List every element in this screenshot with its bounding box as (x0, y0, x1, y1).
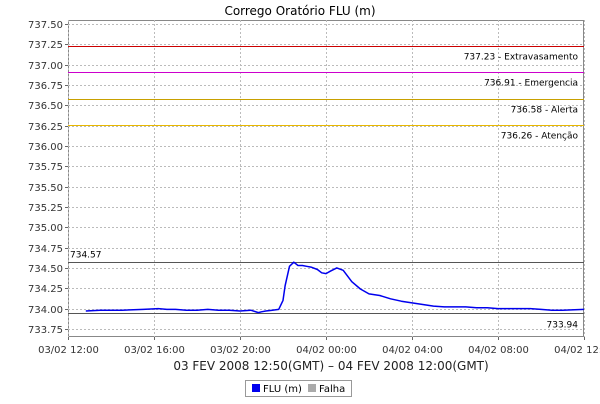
y-tick-label: 735.25 (28, 203, 63, 214)
max-label: 734.57 (70, 251, 102, 261)
legend: FLU (m) Falha (245, 380, 352, 397)
x-tick-label: 03/02 12:00 (38, 345, 99, 356)
x-tick-label: 04/02 08:00 (468, 345, 529, 356)
x-tick-label: 04/02 00:00 (296, 345, 357, 356)
threshold-label: 737.23 - Extravasamento (464, 53, 579, 63)
series-line-flu (85, 261, 585, 314)
y-tick-label: 735.50 (28, 183, 63, 194)
chart-title: Corrego Oratório FLU (m) (224, 4, 375, 18)
y-tick-label: 733.75 (28, 325, 63, 336)
y-tick-label: 734.00 (28, 305, 63, 316)
y-tick-label: 736.50 (28, 101, 63, 112)
series-layer (85, 261, 585, 314)
threshold-label: 736.91 - Emergencia (484, 79, 578, 89)
y-tick-label: 737.25 (28, 40, 63, 51)
threshold-label: 736.58 - Alerta (511, 106, 578, 116)
y-tick-label: 735.75 (28, 162, 63, 173)
y-tick-label: 736.00 (28, 142, 63, 153)
y-tick-label: 734.50 (28, 264, 63, 275)
y-tick-label: 734.75 (28, 244, 63, 255)
y-tick-label: 734.25 (28, 284, 63, 295)
x-tick-label: 03/02 16:00 (124, 345, 185, 356)
chart-subtitle: 03 FEV 2008 12:50(GMT) – 04 FEV 2008 12:… (173, 359, 488, 373)
x-tick-label: 03/02 20:00 (210, 345, 271, 356)
grid (68, 20, 585, 337)
legend-swatch-flu (252, 384, 260, 392)
threshold-label: 736.26 - Atenção (501, 132, 579, 142)
legend-label-flu: FLU (m) (263, 384, 302, 395)
x-tick-label: 04/02 12:00 (554, 345, 600, 356)
reference-lines: 737.23 - Extravasamento 736.91 - Emergenc… (68, 46, 584, 331)
legend-label-falha: Falha (319, 384, 345, 395)
y-tick-label: 736.25 (28, 122, 63, 133)
y-tick-label: 736.75 (28, 81, 63, 92)
legend-box (245, 380, 352, 397)
y-tick-label: 735.00 (28, 223, 63, 234)
legend-swatch-falha (308, 384, 316, 392)
y-tick-label: 737.50 (28, 20, 63, 31)
x-axis: 03/02 12:00 03/02 16:00 03/02 20:00 04/02 0… (38, 337, 600, 356)
min-label: 733.94 (547, 321, 579, 331)
y-axis: 733.75 734.00 734.25 734.50 734.75 735.00 735.… (28, 20, 68, 336)
y-tick-label: 737.00 (28, 61, 63, 72)
x-tick-label: 04/02 04:00 (382, 345, 443, 356)
